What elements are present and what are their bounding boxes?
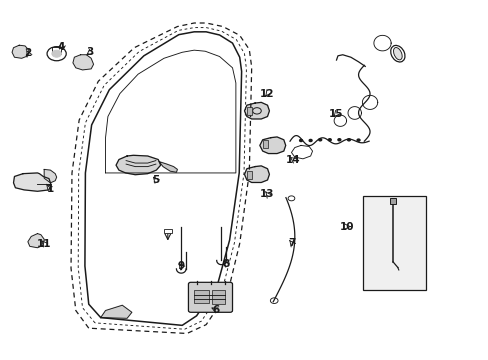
Text: 5: 5 — [152, 175, 159, 185]
Polygon shape — [259, 137, 285, 154]
Polygon shape — [73, 55, 93, 70]
Circle shape — [328, 139, 330, 141]
Bar — [211, 290, 225, 304]
Circle shape — [356, 139, 359, 141]
Polygon shape — [44, 170, 57, 183]
Circle shape — [318, 139, 321, 141]
Polygon shape — [14, 173, 51, 191]
Bar — [363, 195, 425, 290]
Circle shape — [52, 50, 61, 57]
Text: 14: 14 — [285, 154, 300, 165]
Circle shape — [299, 139, 302, 141]
Bar — [262, 140, 267, 148]
Bar — [246, 107, 251, 115]
Polygon shape — [101, 305, 132, 318]
Text: 11: 11 — [37, 239, 51, 248]
Bar — [163, 229, 171, 233]
Text: 8: 8 — [222, 259, 229, 269]
Bar — [194, 290, 208, 303]
Polygon shape — [159, 162, 177, 172]
Text: 13: 13 — [260, 189, 274, 199]
Ellipse shape — [393, 48, 401, 60]
Text: 10: 10 — [339, 221, 354, 231]
Polygon shape — [244, 166, 269, 183]
Polygon shape — [12, 45, 29, 58]
Text: 7: 7 — [287, 238, 295, 248]
Ellipse shape — [390, 45, 404, 62]
Polygon shape — [28, 234, 44, 248]
Text: 12: 12 — [260, 89, 274, 99]
Polygon shape — [244, 102, 269, 119]
Text: 4: 4 — [58, 42, 65, 51]
Circle shape — [337, 139, 340, 141]
Text: 2: 2 — [24, 48, 31, 58]
Text: 15: 15 — [328, 109, 343, 119]
Polygon shape — [116, 155, 160, 175]
Text: 3: 3 — [86, 47, 94, 57]
Circle shape — [347, 139, 350, 141]
Bar — [389, 198, 395, 204]
Text: 9: 9 — [177, 261, 184, 271]
Circle shape — [308, 139, 311, 141]
Text: 1: 1 — [47, 184, 54, 194]
FancyBboxPatch shape — [188, 282, 232, 312]
Bar — [246, 171, 251, 179]
Text: 6: 6 — [212, 305, 219, 315]
